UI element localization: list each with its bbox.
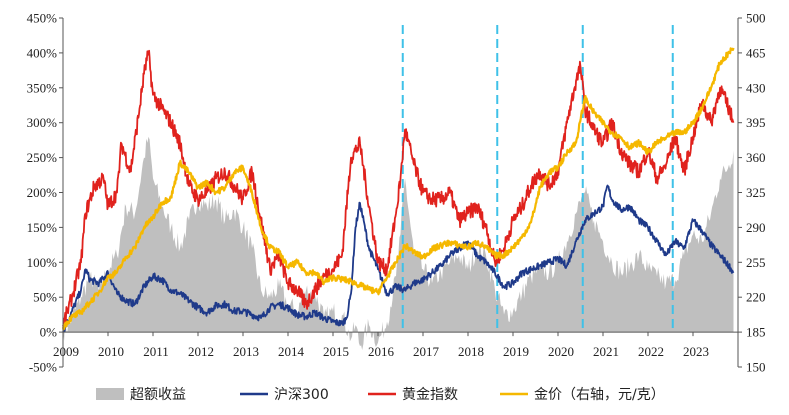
y-right-tick-label: 500 <box>746 11 766 26</box>
x-tick-label: 2021 <box>593 344 619 359</box>
y-right-tick-label: 360 <box>746 150 766 165</box>
x-tick-label: 2012 <box>188 344 214 359</box>
y-left-tick-label: 200% <box>27 185 58 200</box>
x-tick-label: 2023 <box>683 344 709 359</box>
x-tick-label: 2013 <box>233 344 259 359</box>
x-tick-label: 2015 <box>323 344 349 359</box>
y-right-tick-label: 255 <box>746 255 766 270</box>
legend-swatch <box>96 388 124 400</box>
y-right-tick-label: 430 <box>746 80 766 95</box>
axes: -50% 0% 50% 100% 150% 200% 250% 300% 350% 400% 450… <box>27 11 766 375</box>
x-tick-label: 2017 <box>413 344 440 359</box>
y-right-tick-label: 150 <box>746 360 766 375</box>
plot-area <box>61 25 735 350</box>
y-left-tick-label: 450% <box>27 11 58 26</box>
y-right-tick-label: 220 <box>746 290 766 305</box>
series-line-csi300 <box>62 184 735 333</box>
legend-label: 金价（右轴，元/克） <box>534 387 665 403</box>
x-tick-label: 2022 <box>638 344 664 359</box>
legend-label: 黄金指数 <box>402 386 458 403</box>
series-line-gold-index <box>62 49 735 329</box>
y-left-tick-label: 100% <box>27 255 58 270</box>
x-tick-label: 2010 <box>98 344 124 359</box>
y-left-tick-label: 400% <box>27 45 58 60</box>
series-area-excess-return <box>63 136 734 350</box>
y-right-tick-label: 185 <box>746 325 766 340</box>
legend: 超额收益 沪深300 黄金指数 金价（右轴，元/克） <box>96 386 665 403</box>
y-right-tick-label: 290 <box>746 220 766 235</box>
y-left-tick-label: -50% <box>29 360 57 375</box>
y-left-tick-label: 350% <box>27 80 58 95</box>
y-right-tick-label: 325 <box>746 185 766 200</box>
y-left-tick-label: 150% <box>27 220 58 235</box>
y-right-tick-label: 395 <box>746 115 766 130</box>
x-tick-label: 2020 <box>548 344 574 359</box>
y-left-tick-label: 50% <box>33 290 57 305</box>
series-line-gold-price <box>61 47 735 331</box>
y-left-tick-label: 300% <box>27 115 58 130</box>
y-left-tick-label: 0% <box>40 325 58 340</box>
x-tick-label: 2009 <box>53 344 79 359</box>
y-right-tick-label: 465 <box>746 45 766 60</box>
x-tick-label: 2014 <box>278 344 305 359</box>
y-left-tick-label: 250% <box>27 150 58 165</box>
x-tick-label: 2019 <box>503 344 529 359</box>
x-tick-label: 2018 <box>458 344 484 359</box>
legend-label: 超额收益 <box>130 387 186 403</box>
x-tick-label: 2011 <box>143 344 169 359</box>
legend-label: 沪深300 <box>274 387 329 403</box>
x-tick-label: 2016 <box>368 344 395 359</box>
